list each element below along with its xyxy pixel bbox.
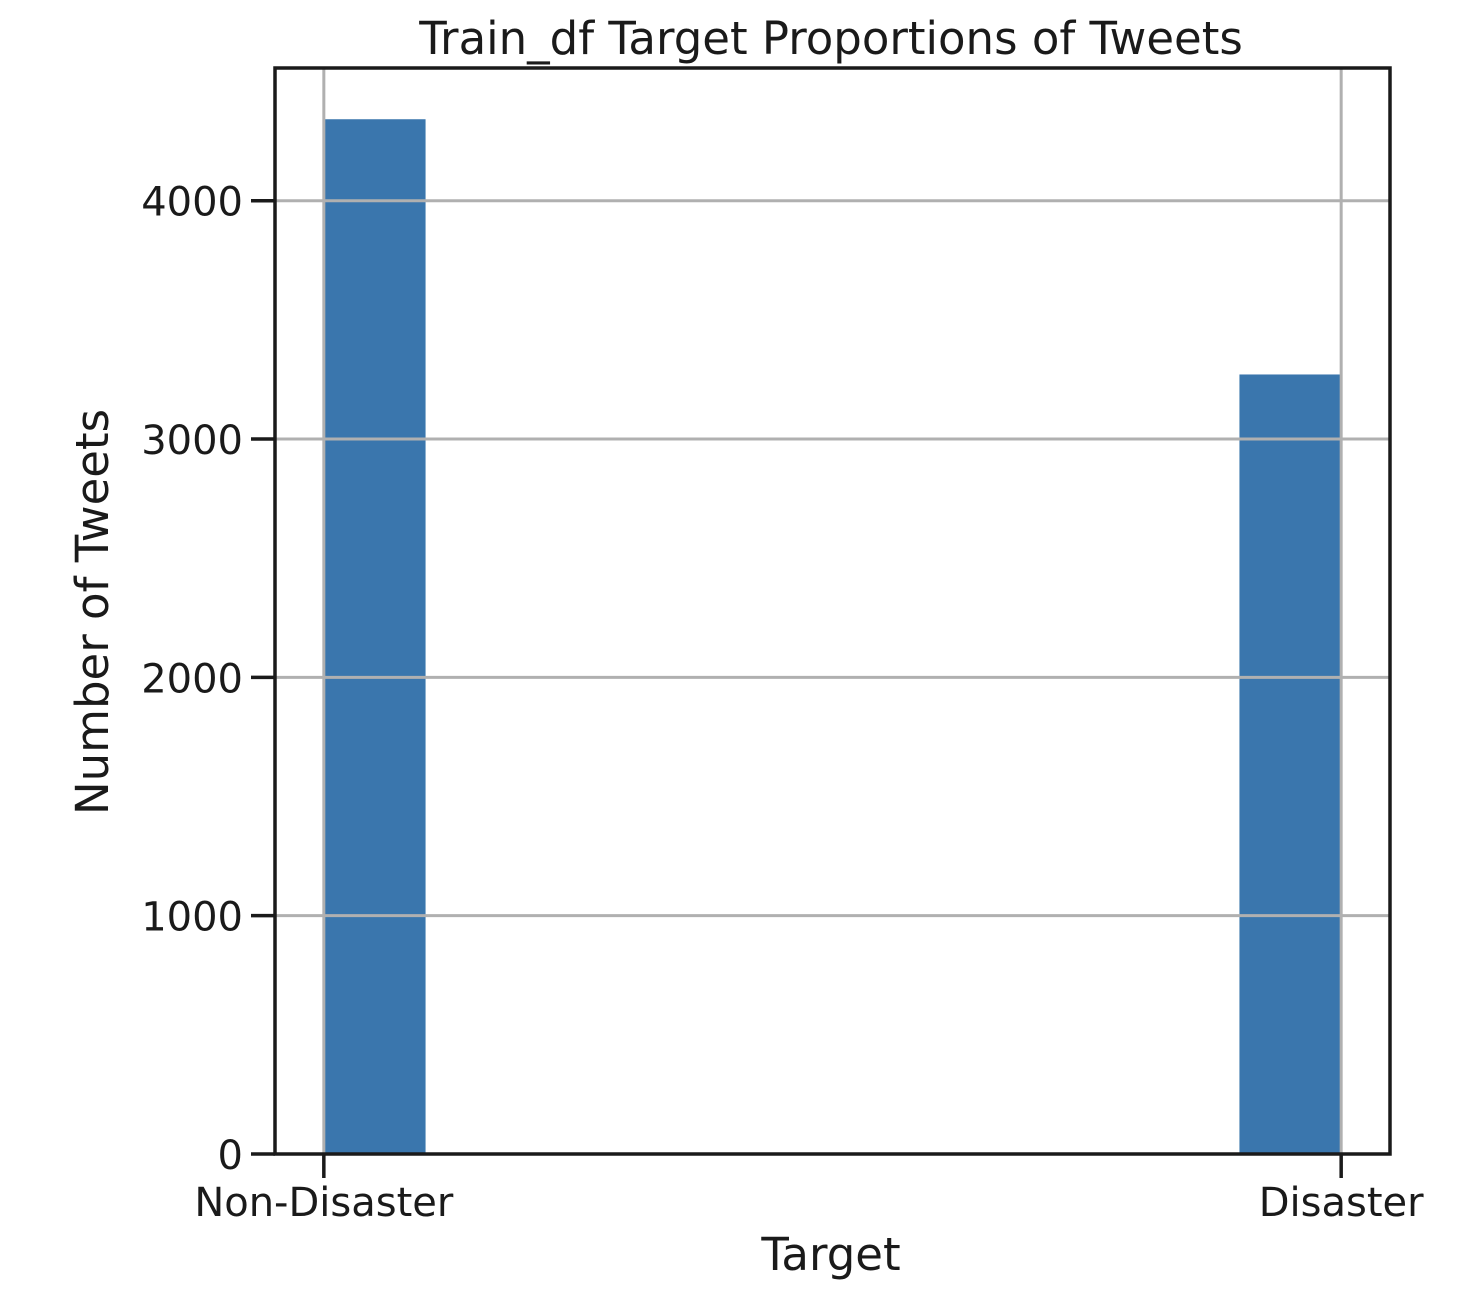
chart-title: Train_df Target Proportions of Tweets xyxy=(418,12,1243,65)
axis-ticks: 0 1000 2000 3000 4000 Non-Disaster Disaster xyxy=(141,180,1424,1226)
histogram-bar xyxy=(323,119,426,1154)
x-tick-label: Disaster xyxy=(1259,1180,1424,1226)
plot-background xyxy=(275,68,1390,1154)
y-tick-label: 4000 xyxy=(141,180,243,226)
y-tick-label: 1000 xyxy=(141,895,243,941)
plot-frame xyxy=(273,66,1392,1156)
y-tick-label: 0 xyxy=(218,1133,243,1179)
y-tick-label: 3000 xyxy=(141,418,243,464)
histogram-bar xyxy=(1239,374,1342,1155)
x-axis-label: Target xyxy=(760,1228,900,1281)
bars xyxy=(323,119,1342,1155)
y-tick-label: 2000 xyxy=(141,656,243,702)
y-axis-label: Number of Tweets xyxy=(66,409,119,815)
x-tick-label: Non-Disaster xyxy=(194,1180,454,1226)
